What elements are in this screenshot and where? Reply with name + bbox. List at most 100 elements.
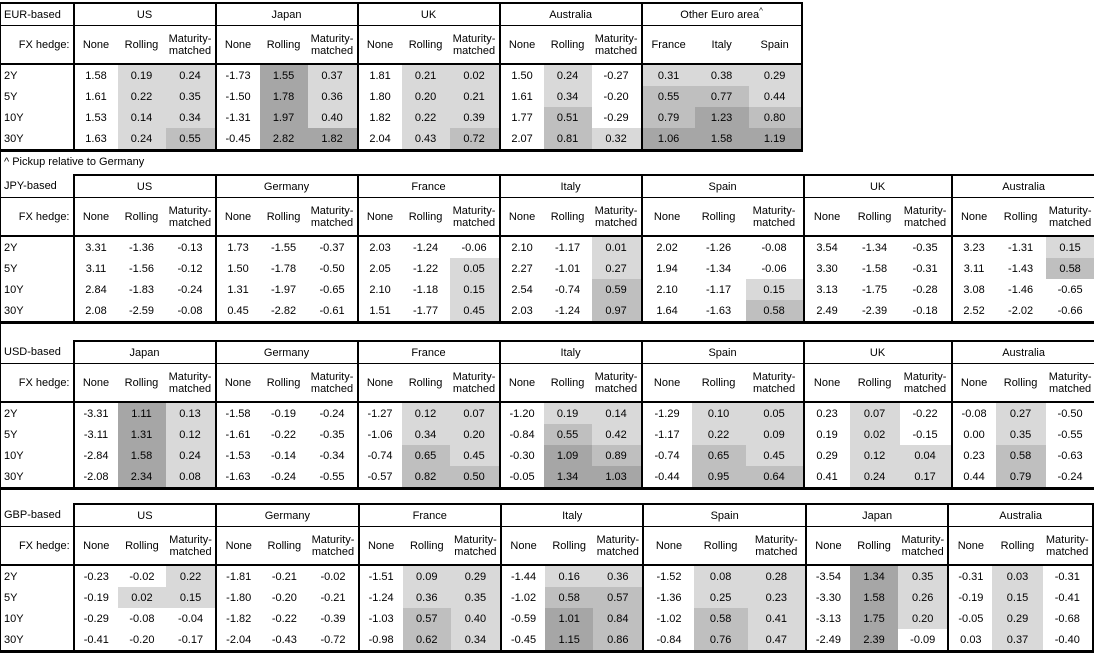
value-cell: -1.61 (214, 424, 260, 445)
hedge-type-header: Rolling (117, 25, 166, 65)
value-cell: 0.81 (543, 128, 592, 152)
country-header: Japan (214, 2, 358, 26)
hedge-type-header: Maturity-matched (593, 526, 644, 566)
value-cell: 0.45 (449, 300, 500, 324)
country-header: US (72, 503, 217, 527)
value-cell: -0.39 (320, 612, 346, 625)
value-cell: 0.27 (591, 258, 642, 279)
value-cell: -0.84 (498, 424, 544, 445)
value-cell: -0.74 (640, 445, 692, 466)
value-cell: 0.19 (802, 424, 850, 445)
value-cell: 0.32 (591, 128, 642, 152)
value-cell: 0.34 (543, 86, 592, 107)
value-cell: -1.63 (691, 300, 746, 324)
value-cell: 1.58 (117, 445, 166, 466)
base-currency-label: EUR-based (0, 2, 75, 26)
hedge-type-header: Maturity-matched (591, 363, 642, 403)
value-cell: 2.82 (259, 128, 308, 152)
value-cell: 0.29 (992, 608, 1043, 629)
value-cell: -2.84 (72, 445, 118, 466)
value-cell: -3.30 (804, 587, 850, 608)
value-cell: 0.02 (849, 424, 900, 445)
value-cell: 2.07 (498, 128, 544, 152)
country-header: US (72, 2, 216, 26)
hedge-type-header: Rolling (259, 197, 308, 237)
value-cell: -0.98 (357, 629, 403, 653)
value-cell: -0.28 (912, 283, 938, 296)
hedge-type-header: Maturity-matched (898, 526, 949, 566)
value-cell: 0.14 (591, 402, 642, 424)
value-cell: 0.58 (1045, 258, 1094, 279)
hedge-type-header: Rolling (401, 197, 450, 237)
value-cell: 3.30 (802, 258, 850, 279)
value-cell: 1.64 (640, 300, 692, 324)
hedge-type-header: Maturity-matched (165, 363, 216, 403)
value-cell: 0.02 (449, 64, 500, 86)
value-cell: -1.78 (270, 262, 297, 275)
hedge-type-header: Rolling (402, 526, 451, 566)
value-cell: -0.44 (640, 466, 692, 490)
country-header: Spain (640, 340, 804, 364)
value-cell: -0.61 (307, 300, 358, 324)
hedge-type-header: None (356, 25, 402, 65)
value-cell: 0.29 (802, 445, 850, 466)
value-cell: -0.35 (912, 241, 938, 254)
value-cell: -0.59 (499, 608, 546, 629)
value-cell: -1.02 (642, 608, 694, 629)
country-header: France (356, 174, 500, 198)
hedge-type-header: None (214, 363, 260, 403)
value-cell: 3.23 (950, 236, 996, 258)
value-cell: -1.97 (270, 283, 297, 296)
value-cell: -0.21 (271, 570, 297, 583)
value-cell: -0.50 (1045, 402, 1094, 424)
value-cell: 1.31 (214, 279, 260, 300)
country-header: Australia (950, 340, 1094, 364)
value-cell: 1.61 (498, 86, 544, 107)
hedge-type-header: Rolling (850, 526, 899, 566)
hedge-type-header: Rolling (259, 25, 308, 65)
country-header: France (357, 503, 501, 527)
hedge-type-header: Rolling (543, 363, 592, 403)
value-cell: -0.02 (320, 570, 346, 583)
value-cell: 0.45 (214, 300, 260, 324)
value-cell: 0.58 (693, 608, 748, 629)
value-cell: 0.36 (307, 86, 358, 107)
base-currency-label: USD-based (0, 341, 75, 364)
value-cell: 0.34 (401, 424, 450, 445)
value-cell: 0.05 (449, 258, 500, 279)
value-cell: 2.10 (640, 279, 692, 300)
hedge-type-header: Maturity-matched (899, 363, 952, 403)
value-cell: 0.29 (450, 565, 501, 587)
value-cell: -0.20 (271, 591, 297, 604)
value-cell: -0.21 (320, 591, 346, 604)
value-cell: -1.24 (543, 300, 592, 324)
value-cell: 0.16 (545, 565, 594, 587)
value-cell: -0.72 (308, 629, 359, 653)
hedge-type-header: Maturity-matched (591, 25, 642, 65)
value-cell: -0.19 (72, 587, 118, 608)
value-cell: 2.04 (356, 128, 402, 152)
value-cell: 0.27 (995, 402, 1046, 424)
hedge-type-header: Rolling (259, 363, 308, 403)
value-cell: 0.15 (165, 587, 217, 608)
country-header: Italy (498, 340, 642, 364)
value-cell: -0.27 (603, 69, 629, 82)
value-cell: -0.08 (761, 241, 787, 254)
hedge-type-header: Spain (748, 25, 803, 65)
value-cell: 0.35 (450, 587, 501, 608)
value-cell: 0.24 (117, 128, 166, 152)
fx-hedge-label: FX hedge: (0, 25, 75, 65)
hedge-type-header: None (498, 197, 544, 237)
value-cell: 3.54 (802, 236, 850, 258)
value-cell: 0.40 (307, 107, 358, 128)
hedge-type-header: None (215, 526, 261, 566)
value-cell: -2.82 (259, 300, 308, 324)
value-cell: -2.39 (849, 300, 900, 324)
value-cell: -1.77 (401, 300, 450, 324)
value-cell: 1.50 (214, 258, 260, 279)
fx-hedge-label: FX hedge: (0, 197, 75, 237)
value-cell: -0.55 (307, 466, 358, 490)
value-cell: -3.13 (804, 608, 850, 629)
value-cell: 1.61 (72, 86, 118, 107)
